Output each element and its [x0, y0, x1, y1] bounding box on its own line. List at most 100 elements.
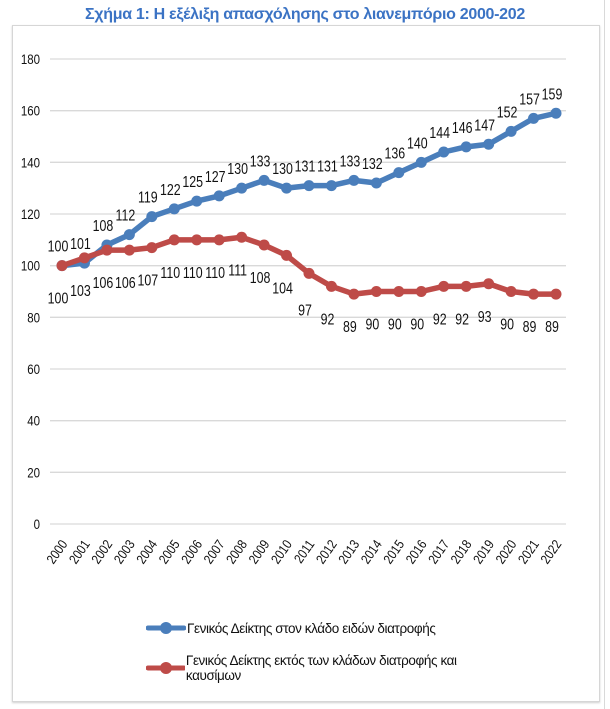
data-label: 100: [48, 289, 69, 307]
data-label: 89: [523, 318, 537, 336]
x-tick-label: 2012: [313, 537, 340, 567]
legend-label-food: Γενικός Δείκτης στον κλάδο ειδών διατροφ…: [187, 620, 436, 636]
x-tick-label: 2005: [156, 537, 183, 567]
data-label: 101: [70, 235, 91, 253]
data-label: 159: [542, 85, 563, 103]
page-edge-divider: [604, 0, 605, 709]
x-tick-label: 2011: [291, 537, 318, 566]
data-label: 144: [429, 124, 450, 142]
x-tick-label: 2013: [336, 537, 363, 567]
x-tick-label: 2009: [246, 537, 273, 567]
data-point: [483, 278, 495, 290]
data-point: [146, 211, 158, 223]
data-point: [258, 239, 270, 251]
data-label: 140: [407, 134, 428, 152]
data-point: [505, 125, 517, 137]
data-label: 127: [205, 168, 226, 186]
data-label: 93: [478, 307, 492, 325]
data-label: 125: [182, 173, 203, 191]
x-tick-label: 2007: [201, 537, 228, 567]
data-label: 110: [160, 263, 180, 281]
data-point: [168, 203, 180, 215]
data-label: 92: [321, 310, 335, 328]
data-point: [213, 234, 225, 246]
x-tick-label: 2001: [66, 537, 93, 567]
data-point: [146, 242, 158, 254]
data-label: 90: [500, 315, 514, 333]
series-lines: [56, 107, 562, 300]
data-point: [78, 252, 90, 264]
x-tick-label: 2020: [493, 537, 520, 567]
y-tick-label: 60: [27, 361, 40, 377]
y-tick-label: 140: [21, 154, 40, 170]
data-point: [438, 280, 450, 292]
y-tick-label: 100: [21, 258, 40, 274]
data-point: [528, 112, 540, 124]
data-point: [258, 174, 270, 186]
x-tick-label: 2021: [515, 537, 542, 567]
data-label: 133: [340, 152, 361, 170]
data-label: 119: [138, 188, 158, 206]
y-tick-label: 0: [34, 516, 40, 532]
y-tick-label: 20: [27, 464, 40, 480]
data-label: 136: [384, 144, 405, 162]
data-point: [460, 280, 472, 292]
data-point: [191, 195, 203, 207]
data-label: 131: [317, 157, 338, 175]
data-point: [303, 267, 315, 279]
data-point: [325, 180, 337, 192]
legend-swatch-non-food-icon: [146, 662, 185, 674]
data-point: [191, 234, 203, 246]
y-tick-label: 180: [21, 51, 40, 67]
data-point: [550, 288, 562, 300]
data-label: 104: [272, 279, 293, 297]
data-point: [460, 141, 472, 153]
y-axis-tick-labels: 0 20 40 60 80 100 120 140 160 180: [21, 51, 40, 532]
data-point: [123, 229, 135, 241]
legend-item-food: Γενικός Δείκτης στον κλάδο ειδών διατροφ…: [146, 617, 506, 639]
data-label: 111: [228, 261, 247, 279]
data-point: [325, 280, 337, 292]
data-label: 131: [295, 157, 316, 175]
data-label: 133: [250, 152, 271, 170]
data-label: 132: [362, 155, 383, 173]
y-tick-label: 120: [21, 206, 40, 222]
data-label: 106: [115, 274, 136, 292]
x-axis-tick-labels: 2000200120022003200420052006200720082009…: [44, 537, 565, 567]
data-point: [123, 244, 135, 256]
x-tick-label: 2006: [178, 537, 205, 567]
data-point: [236, 231, 248, 243]
data-point: [303, 180, 315, 192]
data-label: 110: [183, 263, 203, 281]
data-point: [348, 174, 360, 186]
data-label: 100: [48, 237, 69, 255]
data-point: [370, 177, 382, 189]
y-tick-label: 160: [21, 103, 40, 119]
data-label: 112: [115, 206, 135, 224]
data-label: 90: [388, 315, 402, 333]
x-tick-label: 2002: [89, 537, 116, 567]
x-tick-label: 2022: [538, 537, 565, 567]
x-tick-label: 2000: [44, 537, 71, 567]
data-label: 110: [205, 263, 225, 281]
data-label: 130: [227, 160, 248, 178]
data-label: 152: [497, 103, 518, 121]
data-label: 89: [545, 318, 559, 336]
data-label: 107: [137, 271, 158, 289]
data-point: [101, 244, 113, 256]
data-point: [213, 190, 225, 202]
data-label: 108: [93, 217, 114, 235]
x-tick-label: 2008: [223, 537, 250, 567]
data-label: 146: [452, 118, 473, 136]
data-label: 147: [474, 116, 495, 134]
x-tick-label: 2015: [380, 537, 407, 567]
data-point: [393, 286, 405, 297]
y-tick-label: 40: [27, 413, 40, 429]
x-tick-label: 2017: [425, 537, 452, 567]
data-point: [550, 107, 562, 119]
data-point: [236, 182, 248, 194]
legend-item-non-food: Γενικός Δείκτης εκτός των κλάδων διατροφ…: [146, 653, 506, 683]
data-point: [281, 182, 293, 194]
